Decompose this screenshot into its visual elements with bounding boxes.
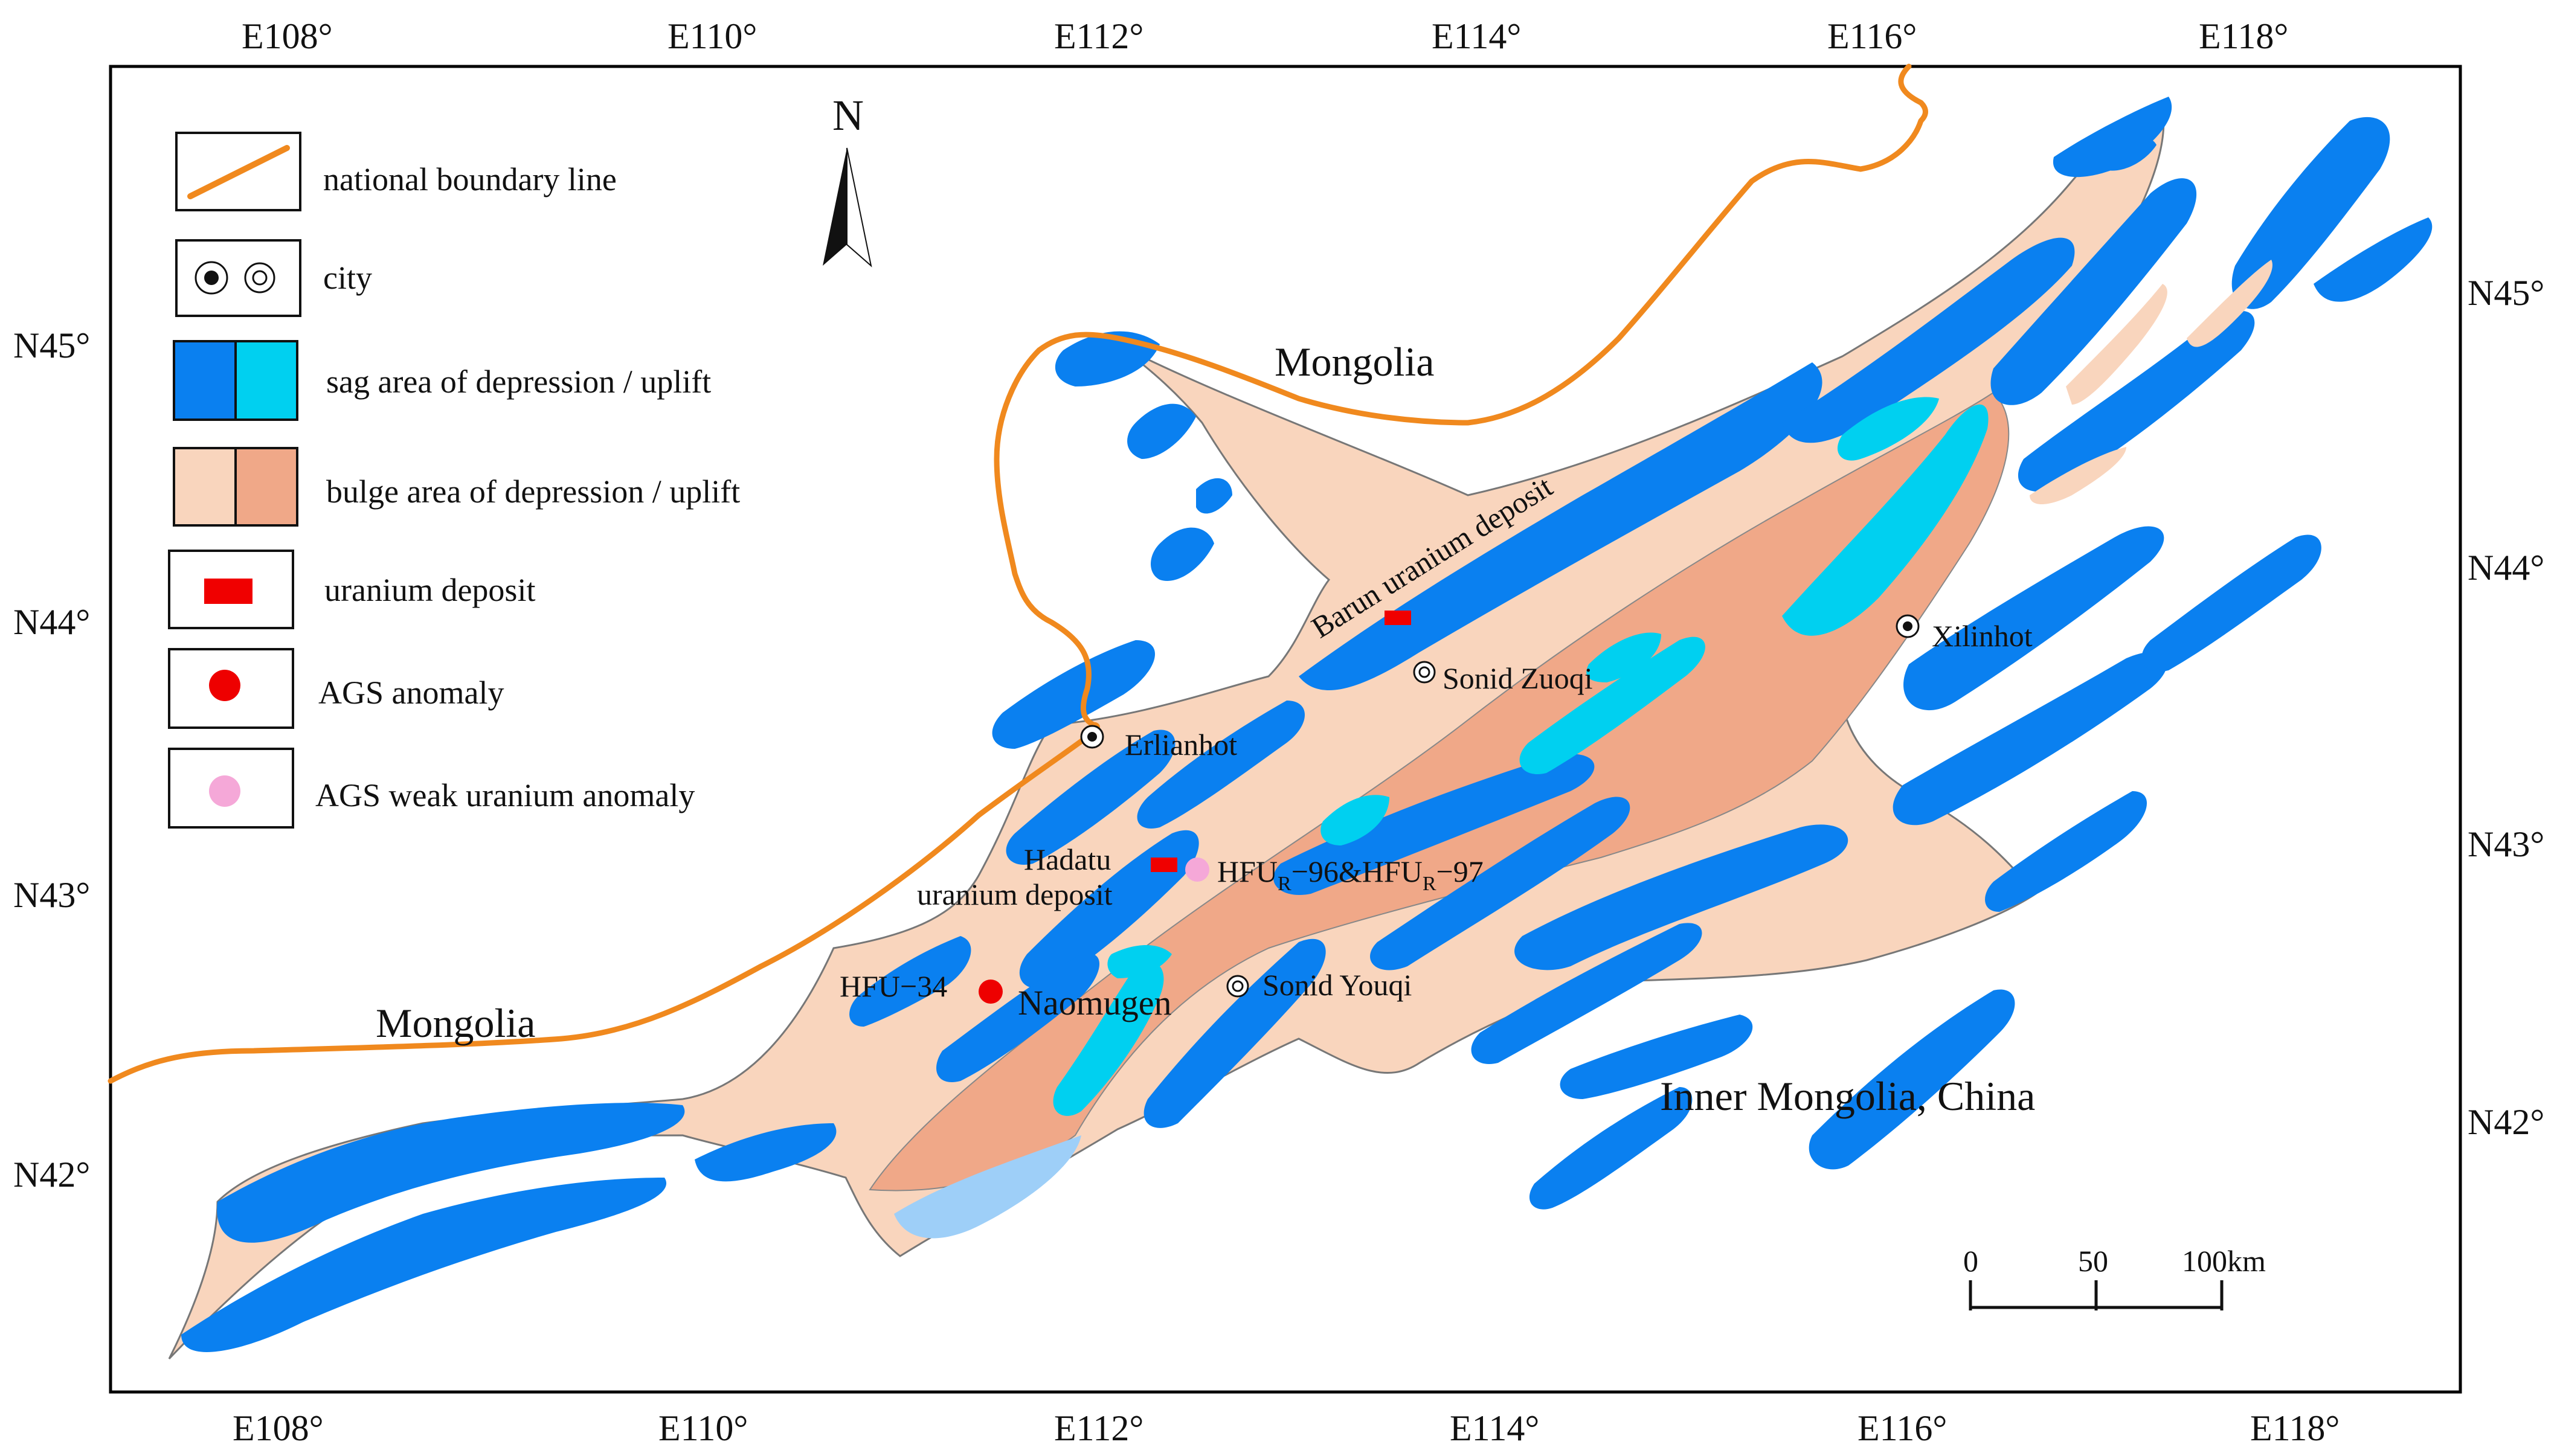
- bottom-tick: E110°: [658, 1408, 748, 1448]
- bottom-tick: E116°: [1857, 1408, 1947, 1448]
- right-tick: N44°: [2468, 548, 2544, 588]
- top-tick: E118°: [2199, 16, 2288, 56]
- light-blue-sag: [894, 1135, 1081, 1239]
- uranium-deposit-barun: [1385, 611, 1411, 625]
- place-label-sonid-youqi: Sonid Youqi: [1262, 968, 1412, 1002]
- top-tick: E112°: [1054, 16, 1143, 56]
- bottom-tick: E112°: [1054, 1408, 1143, 1448]
- city-sonid-youqi-icon: [1226, 975, 1249, 998]
- hfur-main-b: −96&HFU: [1291, 855, 1423, 888]
- uranium-deposit-hadatu: [1151, 858, 1177, 872]
- place-label-erlianhot: Erlianhot: [1125, 728, 1237, 762]
- scale-label-50: 50: [2078, 1244, 2108, 1278]
- north-arrow-label: N: [832, 91, 864, 140]
- bulge-depression-stripes: [2030, 260, 2272, 504]
- left-tick: N45°: [13, 326, 90, 365]
- right-tick: N43°: [2468, 824, 2544, 864]
- legend-city-double-icon: [244, 262, 275, 293]
- legend-ags-symbol: [209, 670, 240, 701]
- place-label-hadatu: Hadatu: [1024, 842, 1111, 876]
- top-tick: E110°: [667, 16, 757, 56]
- right-lat-ticks: N45° N44° N43° N42°: [2468, 273, 2544, 1142]
- region-label-china: Inner Mongolia, China: [1660, 1073, 2035, 1119]
- legend-box-bulge-depression: [173, 447, 237, 527]
- legend-uranium-symbol: [204, 579, 252, 604]
- scale-label-100: 100km: [2182, 1244, 2266, 1278]
- legend-label-sag: sag area of depression / uplift: [326, 364, 711, 400]
- ags-weak-anomaly-hfur: [1185, 858, 1209, 882]
- legend-box-bulge-uplift: [234, 447, 298, 527]
- top-lon-ticks: E108° E110° E112° E114° E116° E118°: [242, 16, 2288, 56]
- left-tick: N44°: [13, 602, 90, 642]
- hfur-sub-b: R: [1423, 873, 1436, 895]
- right-tick: N45°: [2468, 273, 2544, 313]
- scale-bar: 0 50 100km: [1963, 1244, 2266, 1310]
- place-label-hadatu-deposit: uranium deposit: [917, 877, 1113, 911]
- legend-label-city: city: [323, 260, 372, 296]
- legend-box-sag-uplift: [234, 340, 298, 421]
- bottom-tick: E118°: [2250, 1408, 2340, 1448]
- right-tick: N42°: [2468, 1102, 2544, 1142]
- left-lat-ticks: N45° N44° N43° N42°: [13, 326, 90, 1195]
- city-xilinhot-icon: [1896, 614, 1920, 638]
- region-label-mongolia-west: Mongolia: [376, 1000, 535, 1046]
- legend-label-ags-weak: AGS weak uranium anomaly: [315, 777, 695, 813]
- top-tick: E108°: [242, 16, 333, 56]
- city-erlianhot-icon: [1080, 725, 1104, 749]
- legend: national boundary line city sag area of …: [168, 132, 740, 829]
- place-label-sonid-zuoqi: Sonid Zuoqi: [1443, 661, 1593, 695]
- left-tick: N43°: [13, 875, 90, 915]
- hfur-main-a: HFU: [1217, 855, 1278, 888]
- legend-boundary-symbol: [187, 145, 290, 199]
- legend-box-sag-depression: [173, 340, 237, 421]
- legend-city-dot-icon: [195, 261, 228, 295]
- national-boundary-line: [108, 63, 1928, 1084]
- legend-label-ags: AGS anomaly: [318, 675, 504, 711]
- legend-ags-weak-symbol: [209, 775, 240, 807]
- ags-anomaly-hfu34: [979, 980, 1003, 1004]
- region-label-mongolia-north: Mongolia: [1275, 339, 1434, 385]
- bottom-lon-ticks: E108° E110° E112° E114° E116° E118°: [233, 1408, 2340, 1448]
- legend-label-boundary: national boundary line: [323, 161, 617, 197]
- sag-uplift-areas: [1053, 397, 1989, 1116]
- left-tick: N42°: [13, 1155, 90, 1195]
- bottom-tick: E108°: [233, 1408, 324, 1448]
- place-label-hfu34: HFU−34: [840, 969, 947, 1003]
- legend-label-bulge: bulge area of depression / uplift: [326, 473, 740, 510]
- hfur-sub-a: R: [1278, 873, 1291, 895]
- north-arrow: N: [823, 91, 872, 268]
- place-label-hfur: HFUR−96&HFUR−97: [1217, 855, 1484, 895]
- hfur-main-c: −97: [1436, 855, 1484, 888]
- place-label-naomugen: Naomugen: [1018, 983, 1172, 1022]
- scale-label-0: 0: [1963, 1244, 1978, 1278]
- bottom-tick: E114°: [1450, 1408, 1539, 1448]
- top-tick: E114°: [1432, 16, 1521, 56]
- place-label-xilinhot: Xilinhot: [1932, 619, 2033, 653]
- legend-label-uranium: uranium deposit: [324, 572, 535, 608]
- top-tick: E116°: [1827, 16, 1917, 56]
- city-sonid-zuoqi-icon: [1413, 661, 1436, 684]
